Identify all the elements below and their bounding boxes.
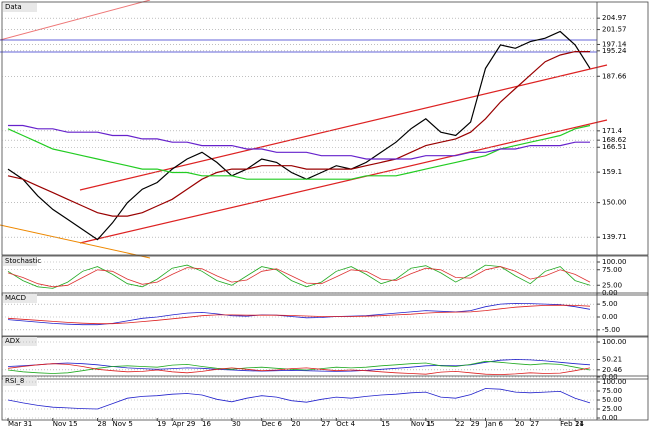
y-tick-label: 25.00 xyxy=(602,405,622,413)
series-line xyxy=(7,388,591,410)
y-tick-label: 100.00 xyxy=(602,378,627,386)
y-tick-label: 168.62 xyxy=(602,136,627,144)
y-tick-label: 139.71 xyxy=(602,233,627,241)
y-tick-label: 100.00 xyxy=(602,258,627,266)
x-tick-label: Apr 29 xyxy=(172,420,195,428)
x-tick-label: 27 xyxy=(530,420,539,428)
y-tick-label: 201.57 xyxy=(602,26,627,34)
series-line xyxy=(7,124,591,180)
x-tick-label: 15 xyxy=(381,420,390,428)
x-tick-label: Nov 5 xyxy=(112,420,132,428)
x-tick-label: 29 xyxy=(471,420,480,428)
y-tick-label: 25.00 xyxy=(602,281,622,289)
x-tick-label: 28 xyxy=(98,420,107,428)
trend-line xyxy=(0,0,151,41)
series-line xyxy=(7,363,591,376)
y-tick-label: 204.97 xyxy=(602,14,627,22)
series-line xyxy=(8,124,590,160)
x-tick-label: 15 xyxy=(426,420,435,428)
panel-frame xyxy=(1,292,649,338)
y-tick-label: 100.00 xyxy=(602,338,627,346)
x-tick-label: Nov 1 xyxy=(411,420,431,428)
y-tick-label: 166.51 xyxy=(602,143,627,151)
y-tick-label: 150.00 xyxy=(602,199,627,207)
panel-title: RSI_8 xyxy=(5,377,24,385)
panel-frame xyxy=(1,335,649,380)
y-tick-label: 50.00 xyxy=(602,396,622,404)
panel-title: ADX xyxy=(5,337,20,345)
panel-title: Stochastic xyxy=(5,257,41,265)
y-tick-label: 75.00 xyxy=(602,387,622,395)
x-tick-label: 16 xyxy=(202,420,211,428)
panel-title-bg xyxy=(3,377,37,386)
panel-title-bg xyxy=(3,3,37,12)
x-tick-label: 30 xyxy=(232,420,241,428)
y-tick-label: 159.1 xyxy=(602,168,622,176)
x-tick-label: 20 xyxy=(292,420,301,428)
y-tick-label: 5.00 xyxy=(602,300,618,308)
panel-title: Data xyxy=(5,3,22,11)
panel-title-bg xyxy=(3,257,37,266)
x-tick-label: 20 xyxy=(515,420,524,428)
x-tick-label: Mar 31 xyxy=(8,420,32,428)
series-line xyxy=(7,360,591,374)
y-tick-label: 197.14 xyxy=(602,40,627,48)
trend-line xyxy=(0,224,151,259)
x-tick-label: Oct 4 xyxy=(336,420,355,428)
x-tick-label: Dec 6 xyxy=(262,420,283,428)
y-tick-label: 171.4 xyxy=(602,127,623,135)
x-tick-label: Jan 6 xyxy=(485,420,504,428)
panel-title-bg xyxy=(3,294,37,303)
series-line xyxy=(7,51,590,217)
channel-line xyxy=(79,119,608,244)
panel-frame xyxy=(1,255,649,296)
panel-frame xyxy=(1,375,649,421)
x-tick-label: Feb 11 xyxy=(560,420,584,428)
y-tick-label: -5.00 xyxy=(602,326,620,334)
x-tick-label: 22 xyxy=(456,420,465,428)
series-line xyxy=(7,359,591,372)
y-tick-label: 0.00 xyxy=(602,414,618,422)
x-tick-label: Nov 15 xyxy=(53,420,78,428)
panel-title: MACD xyxy=(5,294,26,302)
y-tick-label: 0.00 xyxy=(602,373,618,381)
series-line xyxy=(7,30,591,241)
x-tick-label: 19 xyxy=(157,420,166,428)
y-tick-label: 20.46 xyxy=(602,366,623,374)
panel-title-bg xyxy=(3,337,37,346)
series-line xyxy=(7,266,591,288)
series-line xyxy=(7,304,591,325)
y-tick-label: 0.00 xyxy=(602,313,618,321)
y-tick-label: 187.66 xyxy=(602,72,627,80)
y-tick-label: 75.00 xyxy=(602,266,622,274)
x-tick-label: 27 xyxy=(321,420,330,428)
y-tick-label: 195.24 xyxy=(602,47,627,55)
panel-frame xyxy=(1,1,649,256)
y-tick-label: 50.21 xyxy=(602,355,622,363)
x-tick-label: 24 xyxy=(575,420,584,428)
